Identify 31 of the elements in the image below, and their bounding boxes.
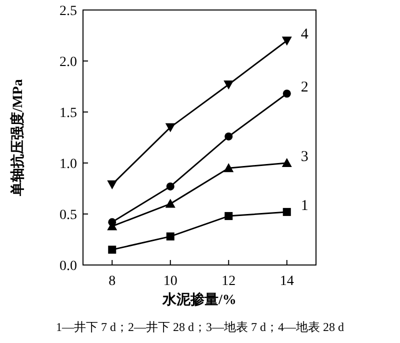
point bbox=[165, 198, 176, 208]
point bbox=[282, 36, 292, 46]
x-tick-label: 10 bbox=[163, 274, 178, 289]
point bbox=[107, 180, 118, 190]
point bbox=[166, 232, 174, 240]
text: 1—井下 7 d；2—井下 28 d；3—地表 7 d；4—地表 28 d bbox=[56, 320, 344, 334]
y-tick-label: 1.5 bbox=[60, 106, 77, 121]
y-tick-label: 2.0 bbox=[60, 55, 77, 70]
point bbox=[282, 208, 291, 216]
series-label: 2 bbox=[300, 80, 308, 96]
y-tick-label: 2.5 bbox=[60, 4, 77, 19]
point bbox=[224, 132, 233, 140]
x-tick-label: 8 bbox=[108, 274, 116, 289]
x-tick-label: 14 bbox=[280, 274, 294, 289]
series-label: 4 bbox=[300, 26, 309, 43]
series-label: 1 bbox=[300, 198, 308, 214]
point bbox=[224, 212, 233, 220]
y-tick-label: 1.0 bbox=[60, 157, 77, 172]
point bbox=[224, 163, 234, 172]
point bbox=[166, 182, 174, 190]
point bbox=[165, 123, 176, 132]
point bbox=[282, 90, 291, 98]
point bbox=[108, 246, 116, 254]
series-label: 3 bbox=[300, 149, 308, 165]
x-axis-title: 水泥掺量/% bbox=[162, 291, 236, 308]
y-tick-label: 0.0 bbox=[60, 259, 77, 274]
y-axis-title: 单轴抗压强度/MPa bbox=[9, 79, 26, 197]
y-tick-label: 0.5 bbox=[60, 208, 77, 223]
point bbox=[282, 158, 292, 167]
point bbox=[224, 80, 234, 90]
x-tick-label: 12 bbox=[222, 274, 236, 289]
